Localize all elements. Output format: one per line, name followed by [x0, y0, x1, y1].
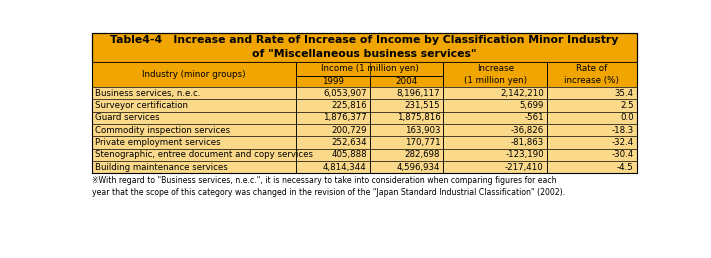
Text: 225,816: 225,816 [331, 101, 367, 110]
Bar [92, 87, 637, 100]
Text: -36,826: -36,826 [510, 126, 544, 135]
Text: Increase
(1 million yen): Increase (1 million yen) [464, 64, 527, 85]
Bar [92, 149, 637, 161]
Text: Commodity inspection services: Commodity inspection services [95, 126, 230, 135]
Text: 8,196,117: 8,196,117 [397, 89, 440, 98]
Text: Income (1 million yen): Income (1 million yen) [321, 64, 419, 73]
Text: 252,634: 252,634 [331, 138, 367, 147]
Text: 163,903: 163,903 [405, 126, 440, 135]
Text: Private employment services: Private employment services [95, 138, 220, 147]
Text: Surveyor certification: Surveyor certification [95, 101, 188, 110]
Text: 1999: 1999 [322, 77, 344, 86]
Text: 35.4: 35.4 [614, 89, 634, 98]
Text: 405,888: 405,888 [331, 150, 367, 159]
Text: -4.5: -4.5 [617, 163, 634, 172]
Bar [92, 136, 637, 149]
Text: 6,053,907: 6,053,907 [323, 89, 367, 98]
Text: 231,515: 231,515 [405, 101, 440, 110]
Text: -32.4: -32.4 [611, 138, 634, 147]
Text: 1,876,377: 1,876,377 [323, 114, 367, 123]
Text: 4,596,934: 4,596,934 [397, 163, 440, 172]
Text: Building maintenance services: Building maintenance services [95, 163, 228, 172]
Text: 282,698: 282,698 [405, 150, 440, 159]
Text: -123,190: -123,190 [506, 150, 544, 159]
Bar [296, 62, 444, 76]
Text: 170,771: 170,771 [405, 138, 440, 147]
Bar [92, 100, 637, 112]
Text: -217,410: -217,410 [505, 163, 544, 172]
Text: 200,729: 200,729 [331, 126, 367, 135]
Text: -561: -561 [524, 114, 544, 123]
Bar [296, 76, 370, 87]
Text: -81,863: -81,863 [510, 138, 544, 147]
Bar [92, 161, 637, 173]
Text: 5,699: 5,699 [520, 101, 544, 110]
Bar [92, 33, 637, 62]
Text: Table4-4   Increase and Rate of Increase of Income by Classification Minor Indus: Table4-4 Increase and Rate of Increase o… [110, 35, 619, 59]
Text: Rate of
increase (%): Rate of increase (%) [565, 64, 619, 85]
Bar [444, 62, 547, 87]
Text: 1,875,816: 1,875,816 [397, 114, 440, 123]
Text: Guard services: Guard services [95, 114, 160, 123]
Text: 2004: 2004 [395, 77, 418, 86]
Text: 4,814,344: 4,814,344 [323, 163, 367, 172]
Bar [92, 33, 637, 173]
Text: Stenographic, entree document and copy services: Stenographic, entree document and copy s… [95, 150, 313, 159]
Bar [92, 124, 637, 136]
Text: 0.0: 0.0 [620, 114, 634, 123]
Text: ※With regard to "Business services, n.e.c.", it is necessary to take into consid: ※With regard to "Business services, n.e.… [92, 176, 565, 197]
Text: -30.4: -30.4 [611, 150, 634, 159]
Bar [547, 62, 637, 87]
Text: Industry (minor groups): Industry (minor groups) [142, 70, 246, 79]
Text: Business services, n.e.c.: Business services, n.e.c. [95, 89, 201, 98]
Text: 2,142,210: 2,142,210 [500, 89, 544, 98]
Text: 2.5: 2.5 [620, 101, 634, 110]
Bar [92, 112, 637, 124]
Text: -18.3: -18.3 [611, 126, 634, 135]
Bar [92, 62, 296, 87]
Bar [370, 76, 444, 87]
